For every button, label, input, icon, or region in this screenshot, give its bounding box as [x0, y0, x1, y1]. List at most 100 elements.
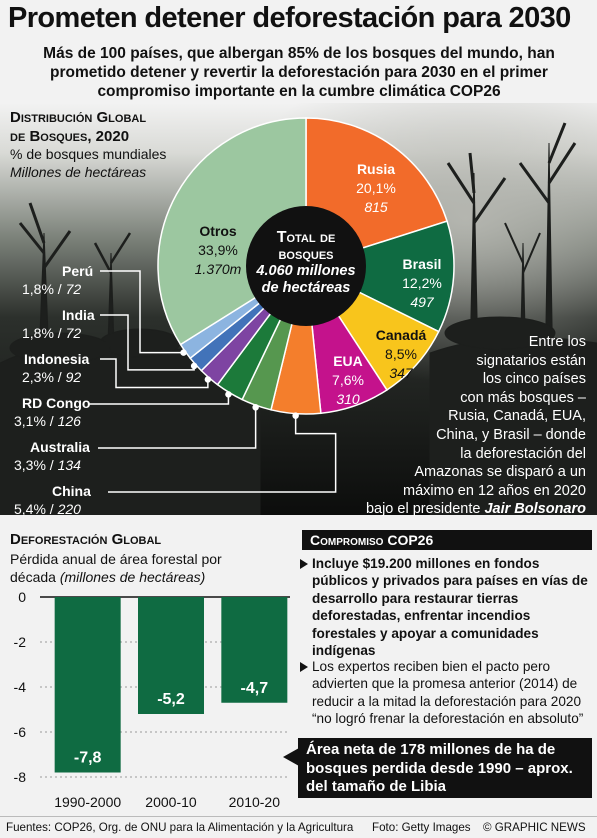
- bar-chart-subtitle: Pérdida anual de área forestal por décad…: [10, 550, 270, 586]
- slice-label-rdcongo: RD Congo 3,1% / 126: [14, 395, 91, 429]
- leader-dot-india: [190, 362, 198, 370]
- slice-pct: 7,6%: [332, 372, 364, 388]
- distribution-heading-line2: de Bosques, 2020: [10, 128, 130, 145]
- y-tick-label: -4: [14, 679, 27, 695]
- side-line: Rusia, Canadá, EUA,: [448, 408, 586, 425]
- pie-center-label: Total de bosques 4.060 millones de hectá…: [248, 229, 364, 297]
- side-line: Entre los: [528, 334, 586, 350]
- distribution-heading: Distribución Global de Bosques, 2020: [10, 108, 146, 146]
- signatories-text: Entre los signatarios están los cinco pa…: [318, 333, 586, 519]
- slice-value: 310: [336, 391, 360, 407]
- leader-dot-australia: [252, 404, 259, 411]
- slice-pct: 8,5%: [385, 346, 417, 362]
- leader-dot-drcongo: [225, 391, 232, 398]
- x-category-label: 2010-20: [229, 794, 281, 810]
- slice-pct: 1,8%: [22, 281, 54, 297]
- slice-value: 92: [65, 369, 82, 385]
- pie-chart: [88, 117, 455, 493]
- cop26-bullet-funding: Incluye $19.200 millones en fondos públi…: [300, 555, 592, 659]
- slice-name: RD Congo: [22, 395, 91, 411]
- bullet-text: Incluye $19.200 millones en fondos públi…: [312, 556, 588, 659]
- bullet-line: reducir a la mitad la deforestación para…: [312, 693, 582, 709]
- slice-pct: 1,8%: [22, 325, 54, 341]
- bullet-triangle-icon: [300, 559, 308, 569]
- slice-pct: 2,3%: [22, 369, 54, 385]
- bar-value-label: -4,7: [241, 680, 269, 697]
- bullet-line: advierten que la promesa anterior (2014)…: [312, 676, 578, 692]
- slice-name: India: [62, 307, 95, 323]
- slice-label-otros: Otros 33,9% 1.370m: [183, 222, 253, 279]
- distribution-heading-line1: Distribución Global: [10, 109, 147, 126]
- slice-label-australia: Australia 3,3% / 134: [14, 439, 90, 473]
- president-name: Jair Bolsonaro: [484, 501, 586, 518]
- slice-label-india: India 1,8% / 72: [22, 307, 95, 341]
- slice-value: 347: [389, 365, 413, 381]
- callout-pointer: [283, 748, 299, 766]
- footer-sources: Fuentes: COP26, Org. de ONU para la Alim…: [6, 821, 354, 834]
- slice-pct: 20,1%: [356, 180, 396, 196]
- bullet-line: Los expertos reciben bien el pacto pero: [312, 659, 551, 674]
- x-category-label: 2000-10: [145, 794, 197, 810]
- slice-value: 497: [410, 294, 434, 310]
- slice-pct: 3,1%: [14, 413, 46, 429]
- slice-value: 134: [57, 457, 81, 473]
- slice-pct: 33,9%: [198, 242, 238, 258]
- slice-label-china: China 5,4% / 220: [14, 483, 91, 517]
- side-line: Amazonas se disparó a un: [414, 464, 586, 481]
- slice-value: 126: [57, 413, 81, 429]
- cop26-bullet-experts: Los expertos reciben bien el pacto pero …: [300, 658, 592, 728]
- bar-chart-heading: Deforestación Global: [10, 531, 162, 548]
- bullet-line: “no logró frenar la deforestación en abs…: [312, 711, 584, 727]
- bullet-triangle-icon: [300, 662, 308, 672]
- leader-line-drcongo: [88, 394, 230, 405]
- footer: Fuentes: COP26, Org. de ONU para la Alim…: [0, 816, 597, 838]
- bar-value-label: -7,8: [74, 750, 102, 767]
- y-tick-label: 0: [18, 589, 26, 605]
- y-tick-label: -2: [14, 634, 27, 650]
- bar-sub-line1: Pérdida anual de área forestal por: [10, 551, 222, 567]
- leader-line-indonesia: [100, 358, 209, 389]
- side-line: máximo en 12 años en 2020: [403, 482, 586, 499]
- side-line: los cinco países: [482, 371, 586, 388]
- footer-copyright: © GRAPHIC NEWS: [483, 821, 586, 834]
- subtitle: Más de 100 países, que albergan 85% de l…: [43, 45, 555, 100]
- center-line3: 4.060 millones: [256, 263, 356, 279]
- bar-chart: 0 -2 -4 -6 -8 -7,8 1990-2000 -5,2 2000-10 -4,7 20…: [14, 589, 290, 810]
- leader-line-australia: [98, 407, 257, 449]
- pie-slice-brazil: [304, 220, 455, 333]
- slice-label-indonesia: Indonesia 2,3% / 92: [22, 351, 90, 385]
- slice-label-brasil: Brasil 12,2% 497: [387, 255, 457, 312]
- slice-name: Brasil: [402, 256, 442, 272]
- slice-label-canada: Canadá 8,5% 347: [366, 326, 436, 383]
- slice-pct: 5,4%: [14, 501, 46, 517]
- y-tick-label: -6: [14, 724, 27, 740]
- leader-dot-china: [292, 412, 299, 419]
- footer-photo-credit: Foto: Getty Images: [372, 821, 471, 834]
- side-line: signatarios están: [476, 352, 586, 369]
- leader-dot-indonesia: [204, 376, 212, 383]
- slice-name: EUA: [333, 353, 363, 369]
- slice-value: 72: [65, 281, 82, 297]
- distribution-unit-pct: % de bosques mundiales: [10, 146, 167, 162]
- slice-label-rusia: Rusia 20,1% 815: [336, 160, 416, 217]
- side-line: China, y Brasil – donde: [436, 426, 586, 443]
- slice-name: Rusia: [356, 161, 396, 177]
- distribution-unit-ha: Millones de hectáreas: [10, 164, 147, 180]
- cop26-heading: Compromiso COP26: [302, 530, 592, 550]
- bullet-text: Los expertos reciben bien el pacto pero …: [300, 658, 592, 728]
- side-line: la deforestación del: [460, 445, 586, 462]
- y-tick-label: -8: [14, 769, 27, 785]
- bar-sub-line2: década: [10, 569, 56, 585]
- slice-pct: 12,2%: [402, 275, 442, 291]
- slice-value: 72: [65, 325, 82, 341]
- bar-1990-2000: [54, 597, 121, 773]
- slice-name: Indonesia: [24, 351, 90, 367]
- side-line: con más bosques –: [460, 389, 586, 406]
- x-category-label: 1990-2000: [54, 794, 121, 810]
- slice-pct: 3,3%: [14, 457, 46, 473]
- leader-dot-peru: [180, 349, 187, 356]
- center-line1: Total de: [276, 229, 336, 246]
- slice-name: China: [52, 483, 91, 499]
- slice-name: Australia: [30, 439, 90, 455]
